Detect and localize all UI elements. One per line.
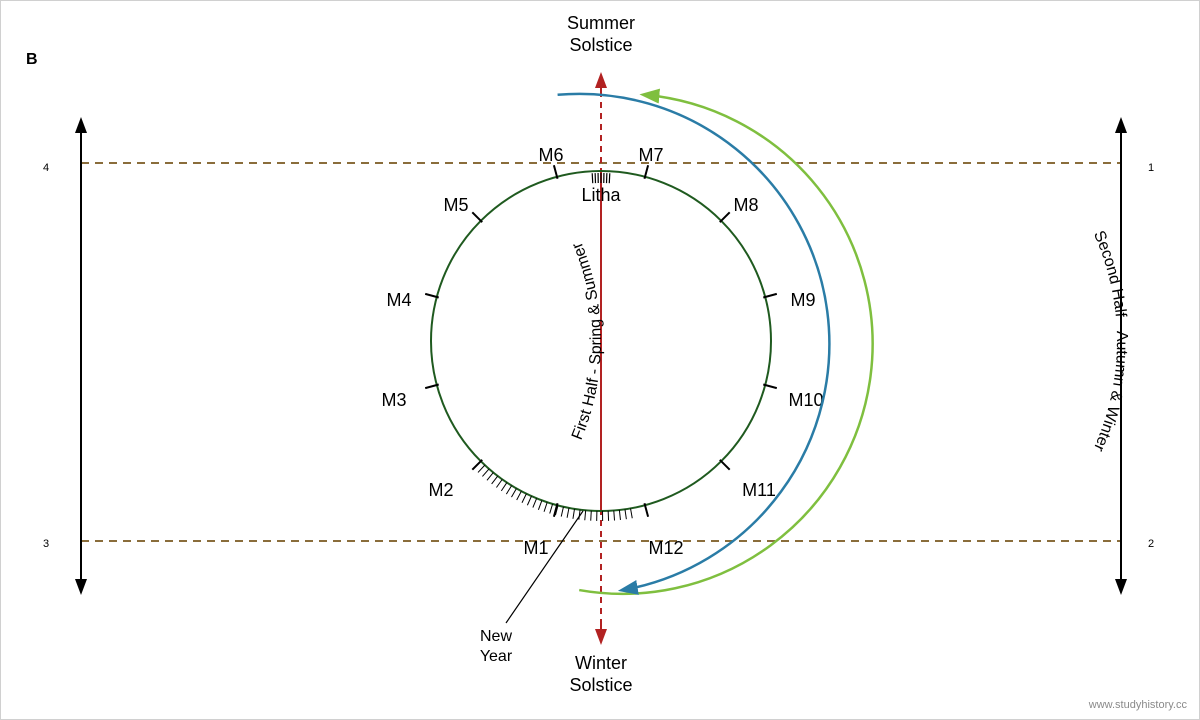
svg-text:Solstice: Solstice <box>569 35 632 55</box>
svg-text:Winter: Winter <box>575 653 627 673</box>
svg-text:Solstice: Solstice <box>569 675 632 695</box>
diagram-svg: M6 M7 M5 M8 M4 M9 M3 M10 M2 M11 M1 M12 Litha First Ha… <box>1 1 1200 720</box>
svg-text:Summer: Summer <box>567 13 635 33</box>
svg-text:3: 3 <box>43 538 49 550</box>
svg-text:New: New <box>480 628 512 645</box>
svg-text:Litha: Litha <box>581 185 621 205</box>
svg-text:Second Half - Autumn & Winter: Second Half - Autumn & Winter <box>1090 228 1130 454</box>
watermark: www.studyhistory.cc <box>1089 699 1187 711</box>
svg-text:First Half - Spring & Summer: First Half - Spring & Summer <box>569 239 605 442</box>
svg-text:M10: M10 <box>788 390 823 410</box>
svg-text:M12: M12 <box>648 538 683 558</box>
svg-text:M11: M11 <box>742 480 776 500</box>
svg-text:M4: M4 <box>386 290 411 310</box>
svg-text:M8: M8 <box>733 195 758 215</box>
svg-text:M2: M2 <box>428 480 453 500</box>
diagram-container: B M6M7M5M8M4M9M3M10M2M11M1M12LithaFirst … <box>0 0 1200 720</box>
svg-text:2: 2 <box>1148 538 1154 550</box>
svg-text:M5: M5 <box>443 195 468 215</box>
svg-text:M7: M7 <box>638 145 663 165</box>
svg-text:Year: Year <box>480 648 513 665</box>
svg-text:1: 1 <box>1148 162 1154 174</box>
svg-text:4: 4 <box>43 162 49 174</box>
svg-text:M1: M1 <box>523 538 548 558</box>
svg-text:M3: M3 <box>381 390 406 410</box>
svg-text:M9: M9 <box>790 290 815 310</box>
svg-text:M6: M6 <box>538 145 563 165</box>
